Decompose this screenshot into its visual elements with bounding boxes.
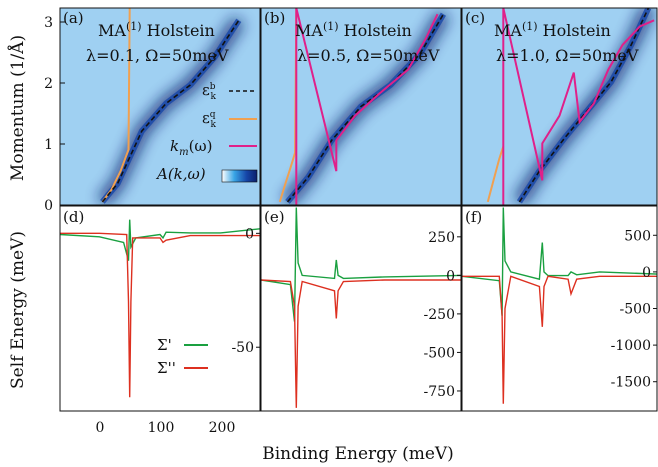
annotation-b-line1: MA(1) Holstein [295,20,412,40]
xtick-a-200: 200 [209,420,236,436]
annotation-b-line2: λ=0.5, Ω=50meV [297,46,440,65]
legend-akw-label: A(k,ω) [155,165,206,183]
self-energy-e [261,207,461,408]
se-ytick-e-4: -750 [424,384,455,400]
xtick-a-100: 100 [148,420,175,436]
spectral-map-a [60,8,260,205]
panel-label-a: (a) [63,9,84,27]
panel-label-e: (e) [264,208,285,226]
spectral-base-2 [462,8,657,205]
annotation-c-line1: MA(1) Holstein [494,20,611,40]
panel-label-c: (c) [465,9,485,27]
top-y-axis: 0 1 2 3 [44,15,65,214]
annotation-a-line2: λ=0.1, Ω=50meV [86,46,229,65]
ytick-0: 0 [44,198,53,214]
ytick-2: 2 [44,76,53,92]
bands-a [101,8,240,203]
se-ytick-f-4: -1500 [611,375,651,391]
bands-c [486,8,655,205]
panel-c-annotation: (c) MA(1) Holstein λ=1.0, Ω=50meV [465,9,639,65]
panel-b-annotation: (b) MA(1) Holstein λ=0.5, Ω=50meV [264,9,440,65]
bottom-legend: Σ' Σ'' [157,336,208,377]
re-sigma-0 [60,219,260,261]
annotation-c-line2: λ=1.0, Ω=50meV [496,46,639,65]
xtick-a-0: 0 [96,420,105,436]
im-sigma-1 [261,279,461,408]
se-ytick-e-3: -500 [424,345,455,361]
legend-akw-colorbar [221,169,258,183]
panel-label-f: (f) [465,208,482,226]
panel-a-annotation: (a) MA(1) Holstein λ=0.1, Ω=50meV [63,9,229,65]
self-energy-d [60,219,260,398]
im-sigma-2 [462,275,657,404]
frame-b [260,7,462,206]
se-ytick-d-1: -50 [231,340,254,356]
top-y-axis-label: Momentum (1/Å) [7,35,28,181]
panel-label-group-2: (f) [465,208,482,226]
re-sigma-1 [261,207,461,322]
legend-re-label: Σ' [157,336,172,354]
bare-band-1 [286,13,445,203]
legend-eq-label: εq k [202,109,217,130]
se-ytick-e-1: 0 [446,268,455,284]
ytick-3: 3 [44,15,53,31]
se-ytick-f-2: -500 [620,302,651,318]
panel-label-b: (b) [264,9,285,27]
top-legend: εb k εq k km(ω) A(k,ω) [155,81,258,183]
self-energy-tick-labels: (d) 0 -50 (e) 250 0 -250 -500 -750 (f) 500 0 -500 -10… [63,208,657,400]
km-curve-1 [295,8,439,205]
legend-eb-label: εb k [202,81,217,102]
frame-a [59,7,261,206]
x-axis: 0 100 200 [96,420,236,436]
se-ytick-e-2: -250 [424,307,455,323]
se-ytick-f-0: 500 [624,228,651,244]
panel-label-group-0: (d) [63,208,84,226]
se-ytick-e-0: 250 [428,230,455,246]
ytick-1: 1 [44,137,53,153]
se-ytick-f-3: -1000 [611,338,651,354]
frame-c [461,7,658,206]
im-sigma-0 [60,232,260,398]
bands-b [278,8,445,205]
frame-d [59,205,261,412]
se-ytick-d-0: 0 [245,226,254,242]
annotation-a-line1: MA(1) Holstein [98,20,215,40]
se-ytick-f-1: 0 [642,265,651,281]
panel-label-group-1: (e) [264,208,285,226]
re-sigma-2 [462,207,657,316]
legend-im-label: Σ'' [157,359,176,377]
bare-band-0 [101,19,240,203]
frame-e [260,205,462,412]
panel-label-d: (d) [63,208,84,226]
km-curve-2 [502,8,655,205]
eq-band-2 [486,146,505,203]
panel-frames [59,7,658,412]
legend-km-label: km(ω) [170,137,213,158]
self-energy-f [462,207,657,404]
bottom-y-axis-label: Self Energy (meV) [8,231,28,389]
x-axis-label: Binding Energy (meV) [262,444,454,464]
